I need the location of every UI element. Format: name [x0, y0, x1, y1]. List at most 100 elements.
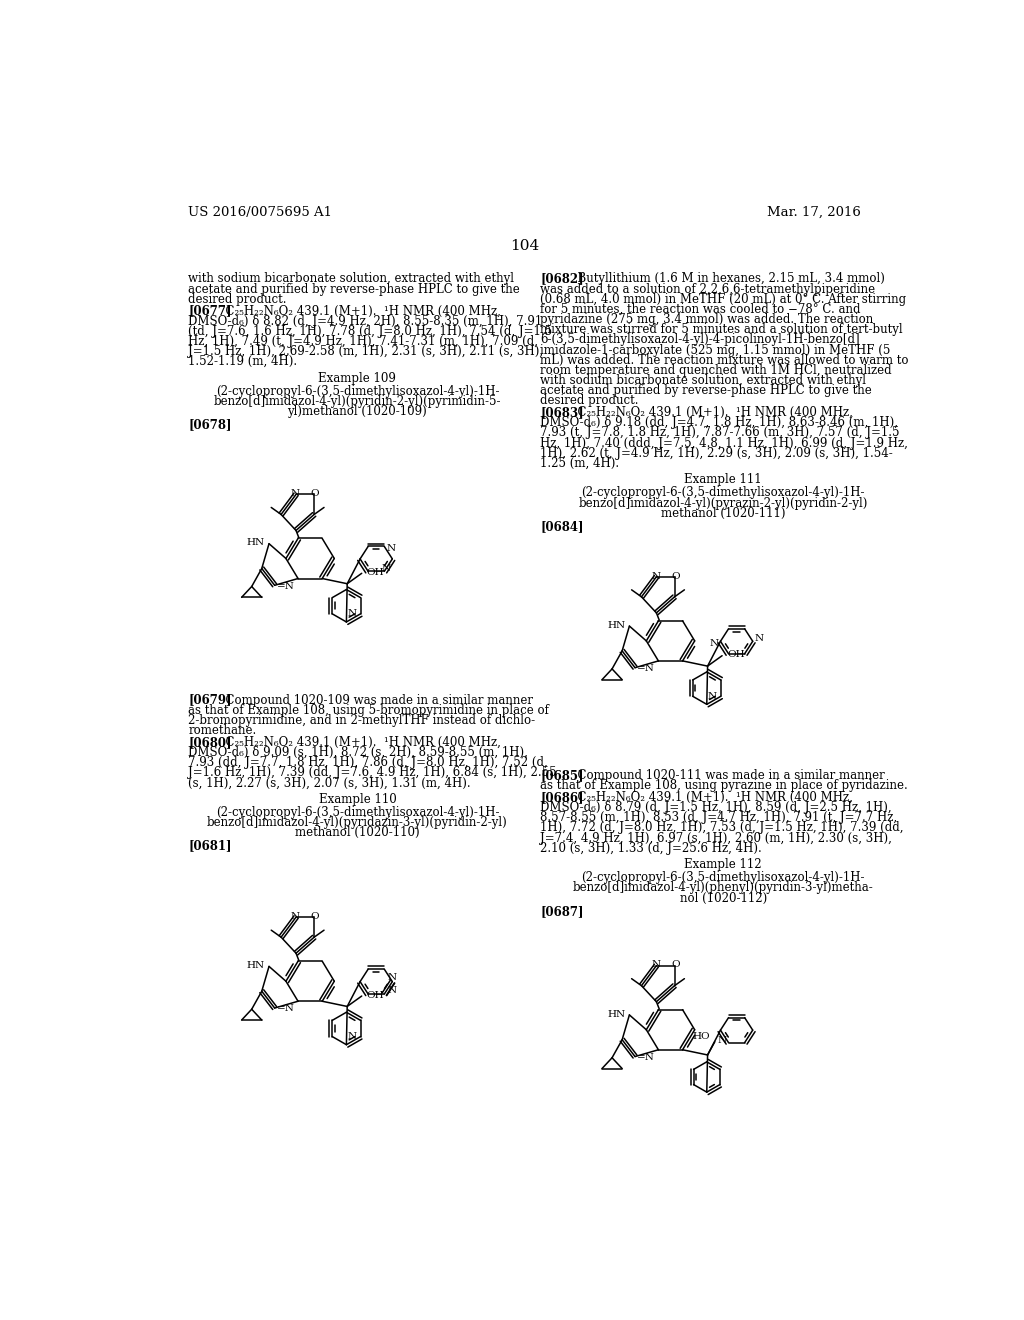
Text: N: N	[386, 544, 395, 553]
Text: Butyllithium (1.6 M in hexanes, 2.15 mL, 3.4 mmol): Butyllithium (1.6 M in hexanes, 2.15 mL,…	[569, 272, 885, 285]
Text: [0681]: [0681]	[188, 840, 232, 853]
Text: Example 109: Example 109	[318, 371, 396, 384]
Text: (td, J=7.6, 1.6 Hz, 1H), 7.78 (d, J=8.0 Hz, 1H), 7.54 (d, J=1.5: (td, J=7.6, 1.6 Hz, 1H), 7.78 (d, J=8.0 …	[188, 325, 553, 338]
Text: OH: OH	[367, 991, 384, 999]
Text: O: O	[671, 572, 680, 581]
Text: N: N	[755, 634, 764, 643]
Text: benzo[d]imidazol-4-yl)(pyridin-2-yl)(pyrimidin-5-: benzo[d]imidazol-4-yl)(pyridin-2-yl)(pyr…	[214, 395, 501, 408]
Text: as that of Example 108, using 5-bromopyrimidine in place of: as that of Example 108, using 5-bromopyr…	[188, 704, 549, 717]
Text: desired product.: desired product.	[541, 395, 639, 408]
Text: N: N	[710, 639, 719, 648]
Text: 1.52-1.19 (m, 4H).: 1.52-1.19 (m, 4H).	[188, 355, 298, 368]
Text: (2-cyclopropyl-6-(3,5-dimethylisoxazol-4-yl)-1H-: (2-cyclopropyl-6-(3,5-dimethylisoxazol-4…	[216, 807, 499, 818]
Text: 1.25 (m, 4H).: 1.25 (m, 4H).	[541, 457, 620, 470]
Text: Example 110: Example 110	[318, 793, 396, 805]
Text: N: N	[718, 1036, 726, 1045]
Text: HN: HN	[607, 1010, 626, 1019]
Text: [0678]: [0678]	[188, 418, 232, 432]
Text: J=1.5 Hz, 1H), 2.69-2.58 (m, 1H), 2.31 (s, 3H), 2.11 (s, 3H),: J=1.5 Hz, 1H), 2.69-2.58 (m, 1H), 2.31 (…	[188, 345, 544, 358]
Text: benzo[d]imidazol-4-yl)(phenyl)(pyridin-3-yl)metha-: benzo[d]imidazol-4-yl)(phenyl)(pyridin-3…	[572, 882, 873, 895]
Text: (2-cyclopropyl-6-(3,5-dimethylisoxazol-4-yl)-1H-: (2-cyclopropyl-6-(3,5-dimethylisoxazol-4…	[582, 871, 865, 884]
Text: C₂₅H₂₂N₆O₂ 439.1 (M+1).  ¹H NMR (400 MHz,: C₂₅H₂₂N₆O₂ 439.1 (M+1). ¹H NMR (400 MHz,	[569, 407, 853, 418]
Text: N: N	[347, 1032, 356, 1041]
Text: (2-cyclopropyl-6-(3,5-dimethylisoxazol-4-yl)-1H-: (2-cyclopropyl-6-(3,5-dimethylisoxazol-4…	[582, 486, 865, 499]
Text: [0683]: [0683]	[541, 407, 584, 418]
Text: HN: HN	[247, 539, 265, 548]
Text: DMSO-d₆) δ 9.09 (s, 1H), 8.72 (s, 2H), 8.59-8.55 (m, 1H),: DMSO-d₆) δ 9.09 (s, 1H), 8.72 (s, 2H), 8…	[188, 746, 528, 759]
Text: N: N	[291, 490, 300, 498]
Text: 6-(3,5-dimethylisoxazol-4-yl)-4-picolinoyl-1H-benzo[d]: 6-(3,5-dimethylisoxazol-4-yl)-4-picolino…	[541, 334, 860, 346]
Text: [0679]: [0679]	[188, 693, 232, 706]
Text: Compound 1020-111 was made in a similar manner: Compound 1020-111 was made in a similar …	[569, 770, 885, 781]
Text: HN: HN	[247, 961, 265, 970]
Text: N: N	[708, 692, 717, 701]
Text: yl)methanol (1020-109): yl)methanol (1020-109)	[288, 405, 427, 418]
Text: Mar. 17, 2016: Mar. 17, 2016	[767, 206, 861, 219]
Text: O: O	[310, 490, 319, 498]
Text: C₂₅H₂₂N₆O₂ 439.1 (M+1).  ¹H NMR (400 MHz,: C₂₅H₂₂N₆O₂ 439.1 (M+1). ¹H NMR (400 MHz,	[218, 305, 501, 317]
Text: 1H), 7.72 (d, J=8.0 Hz, 1H), 7.53 (d, J=1.5 Hz, 1H), 7.39 (dd,: 1H), 7.72 (d, J=8.0 Hz, 1H), 7.53 (d, J=…	[541, 821, 904, 834]
Text: mixture was stirred for 5 minutes and a solution of tert-butyl: mixture was stirred for 5 minutes and a …	[541, 323, 903, 337]
Text: US 2016/0075695 A1: US 2016/0075695 A1	[188, 206, 333, 219]
Text: imidazole-1-carboxylate (525 mg, 1.15 mmol) in MeTHF (5: imidazole-1-carboxylate (525 mg, 1.15 mm…	[541, 343, 891, 356]
Text: (0.68 mL, 4.0 mmol) in MeTHF (20 mL) at 0° C. After stirring: (0.68 mL, 4.0 mmol) in MeTHF (20 mL) at …	[541, 293, 906, 306]
Text: room temperature and quenched with 1M HCl, neutralized: room temperature and quenched with 1M HC…	[541, 364, 892, 376]
Text: 7.93 (dd, J=7.7, 1.8 Hz, 1H), 7.86 (d, J=8.0 Hz, 1H), 7.52 (d,: 7.93 (dd, J=7.7, 1.8 Hz, 1H), 7.86 (d, J…	[188, 756, 548, 770]
Text: benzo[d]imidazol-4-yl)(pyridazin-3-yl)(pyridin-2-yl): benzo[d]imidazol-4-yl)(pyridazin-3-yl)(p…	[207, 816, 508, 829]
Text: DMSO-d₆) δ 9.18 (dd, J=4.7, 1.8 Hz, 1H), 8.63-8.46 (m, 1H),: DMSO-d₆) δ 9.18 (dd, J=4.7, 1.8 Hz, 1H),…	[541, 416, 898, 429]
Text: N: N	[388, 973, 397, 982]
Text: N: N	[651, 961, 660, 969]
Text: acetate and purified by reverse-phase HPLC to give the: acetate and purified by reverse-phase HP…	[188, 282, 520, 296]
Text: =N: =N	[637, 1053, 655, 1061]
Text: nol (1020-112): nol (1020-112)	[680, 891, 767, 904]
Text: N: N	[291, 912, 300, 921]
Text: [0677]: [0677]	[188, 305, 232, 317]
Text: Example 112: Example 112	[684, 858, 762, 871]
Text: desired product.: desired product.	[188, 293, 287, 306]
Text: 8.57-8.55 (m, 1H), 8.53 (d, J=4.7 Hz, 1H), 7.91 (t, J=7.7 Hz,: 8.57-8.55 (m, 1H), 8.53 (d, J=4.7 Hz, 1H…	[541, 812, 897, 824]
Text: O: O	[671, 961, 680, 969]
Text: [0684]: [0684]	[541, 520, 584, 533]
Text: romethane.: romethane.	[188, 725, 257, 737]
Text: as that of Example 108, using pyrazine in place of pyridazine.: as that of Example 108, using pyrazine i…	[541, 779, 908, 792]
Text: O: O	[310, 912, 319, 921]
Text: Hz, 1H), 7.49 (t, J=4.9 Hz, 1H), 7.41-7.31 (m, 1H), 7.09 (d,: Hz, 1H), 7.49 (t, J=4.9 Hz, 1H), 7.41-7.…	[188, 335, 539, 348]
Text: 104: 104	[510, 239, 540, 253]
Text: [0685]: [0685]	[541, 770, 584, 781]
Text: 2-bromopyrimidine, and in 2-methylTHF instead of dichlo-: 2-bromopyrimidine, and in 2-methylTHF in…	[188, 714, 536, 727]
Text: acetate and purified by reverse-phase HPLC to give the: acetate and purified by reverse-phase HP…	[541, 384, 872, 397]
Text: 2.10 (s, 3H), 1.33 (d, J=25.6 Hz, 4H).: 2.10 (s, 3H), 1.33 (d, J=25.6 Hz, 4H).	[541, 842, 762, 854]
Text: 1H), 2.62 (t, J=4.9 Hz, 1H), 2.29 (s, 3H), 2.09 (s, 3H), 1.54-: 1H), 2.62 (t, J=4.9 Hz, 1H), 2.29 (s, 3H…	[541, 446, 893, 459]
Text: Compound 1020-109 was made in a similar manner: Compound 1020-109 was made in a similar …	[218, 693, 532, 706]
Text: J=7.4, 4.9 Hz, 1H), 6.97 (s, 1H), 2.60 (m, 1H), 2.30 (s, 3H),: J=7.4, 4.9 Hz, 1H), 6.97 (s, 1H), 2.60 (…	[541, 832, 892, 845]
Text: =N: =N	[276, 1005, 295, 1014]
Text: (s, 1H), 2.27 (s, 3H), 2.07 (s, 3H), 1.31 (m, 4H).: (s, 1H), 2.27 (s, 3H), 2.07 (s, 3H), 1.3…	[188, 776, 471, 789]
Text: benzo[d]imidazol-4-yl)(pyrazin-2-yl)(pyridin-2-yl): benzo[d]imidazol-4-yl)(pyrazin-2-yl)(pyr…	[579, 496, 868, 510]
Text: [0687]: [0687]	[541, 904, 584, 917]
Text: [0682]: [0682]	[541, 272, 584, 285]
Text: HN: HN	[607, 620, 626, 630]
Text: with sodium bicarbonate solution, extracted with ethyl: with sodium bicarbonate solution, extrac…	[541, 374, 866, 387]
Text: was added to a solution of 2,2,6,6-tetramethylpiperidine: was added to a solution of 2,2,6,6-tetra…	[541, 282, 876, 296]
Text: for 5 minutes, the reaction was cooled to −78° C. and: for 5 minutes, the reaction was cooled t…	[541, 302, 861, 315]
Text: OH: OH	[727, 651, 744, 660]
Text: N: N	[347, 610, 356, 618]
Text: HO: HO	[692, 1032, 710, 1041]
Text: DMSO-d₆) δ 8.79 (d, J=1.5 Hz, 1H), 8.59 (d, J=2.5 Hz, 1H),: DMSO-d₆) δ 8.79 (d, J=1.5 Hz, 1H), 8.59 …	[541, 801, 892, 814]
Text: with sodium bicarbonate solution, extracted with ethyl: with sodium bicarbonate solution, extrac…	[188, 272, 514, 285]
Text: C₂₅H₂₂N₆O₂ 439.1 (M+1).  ¹H NMR (400 MHz,: C₂₅H₂₂N₆O₂ 439.1 (M+1). ¹H NMR (400 MHz,	[218, 735, 501, 748]
Text: J=1.6 Hz, 1H), 7.39 (dd, J=7.6, 4.9 Hz, 1H), 6.84 (s, 1H), 2.55: J=1.6 Hz, 1H), 7.39 (dd, J=7.6, 4.9 Hz, …	[188, 766, 557, 779]
Text: pyridazine (275 mg, 3.4 mmol) was added. The reaction: pyridazine (275 mg, 3.4 mmol) was added.…	[541, 313, 873, 326]
Text: 7.93 (t, J=7.8, 1.8 Hz, 1H), 7.87-7.66 (m, 3H), 7.57 (d, J=1.5: 7.93 (t, J=7.8, 1.8 Hz, 1H), 7.87-7.66 (…	[541, 426, 900, 440]
Text: N: N	[651, 572, 660, 581]
Text: [0680]: [0680]	[188, 735, 232, 748]
Text: methanol (1020-111): methanol (1020-111)	[660, 507, 785, 520]
Text: [0686]: [0686]	[541, 791, 584, 804]
Text: Example 111: Example 111	[684, 473, 762, 486]
Text: =N: =N	[276, 582, 295, 590]
Text: DMSO-d₆) δ 8.82 (d, J=4.9 Hz, 2H), 8.55-8.35 (m, 1H), 7.91: DMSO-d₆) δ 8.82 (d, J=4.9 Hz, 2H), 8.55-…	[188, 314, 543, 327]
Text: mL) was added. The reaction mixture was allowed to warm to: mL) was added. The reaction mixture was …	[541, 354, 909, 367]
Text: Hz, 1H), 7.40 (ddd, J=7.5, 4.8, 1.1 Hz, 1H), 6.99 (d, J=1.9 Hz,: Hz, 1H), 7.40 (ddd, J=7.5, 4.8, 1.1 Hz, …	[541, 437, 908, 450]
Text: OH: OH	[367, 568, 384, 577]
Text: N: N	[387, 986, 396, 995]
